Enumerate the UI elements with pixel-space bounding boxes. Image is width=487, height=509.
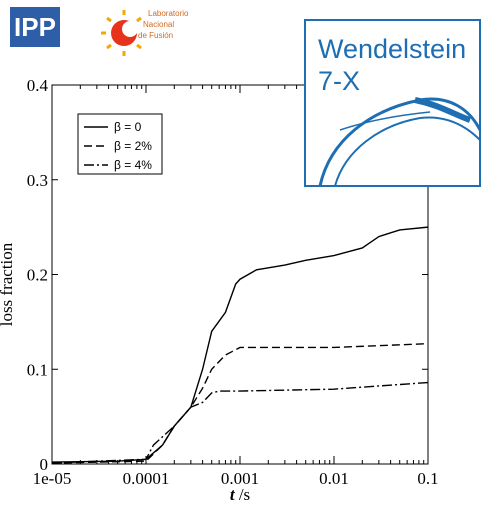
legend-box [77,113,163,175]
ciemat-text: Nacional [143,20,174,29]
series-line [51,226,429,463]
x-axis-label: t /s [230,485,250,504]
ciemat-text: de Fusión [138,31,173,40]
legend-label: β = 4% [114,158,152,172]
series-line [51,342,429,464]
legend-label: β = 0 [114,120,142,134]
x-tick-label: 0.1 [417,469,438,488]
series-line [51,381,429,464]
y-tick-label: 0.4 [27,76,49,95]
x-axis-label-italic: t [230,485,236,504]
legend: β = 0 β = 2% β = 4% [77,113,163,175]
y-axis-label: loss fraction [0,242,16,326]
x-tick-label: 0.01 [319,469,349,488]
sun-cut [122,21,138,37]
ipp-text: IPP [14,12,56,42]
x-tick-label: 0.0001 [123,469,170,488]
x-axis-label-unit: /s [235,485,251,504]
sun-rays [101,10,142,56]
y-tick-label: 0 [40,455,49,474]
ipp-logo [10,7,60,47]
chart: 0 0.1 0.2 0.3 0.4 1e-05 0.0001 0.001 0.01 0.1 t /s… [0,76,439,504]
ciemat-text: Laboratorio [148,9,189,18]
y-tick-label: 0.1 [27,360,48,379]
y-tick-label: 0.3 [27,171,48,190]
x-tick-label: 0.001 [221,469,259,488]
logos: IPP Laboratorio Nacional de Fusión Wende… [10,7,482,187]
w7x-curves [318,97,482,187]
y-tick-label: 0.2 [27,266,48,285]
legend-label: β = 2% [114,139,152,153]
x-tick-label: 1e-05 [33,469,72,488]
w7x-text: 7-X [318,66,360,96]
w7x-text: Wendelstein [318,34,466,64]
